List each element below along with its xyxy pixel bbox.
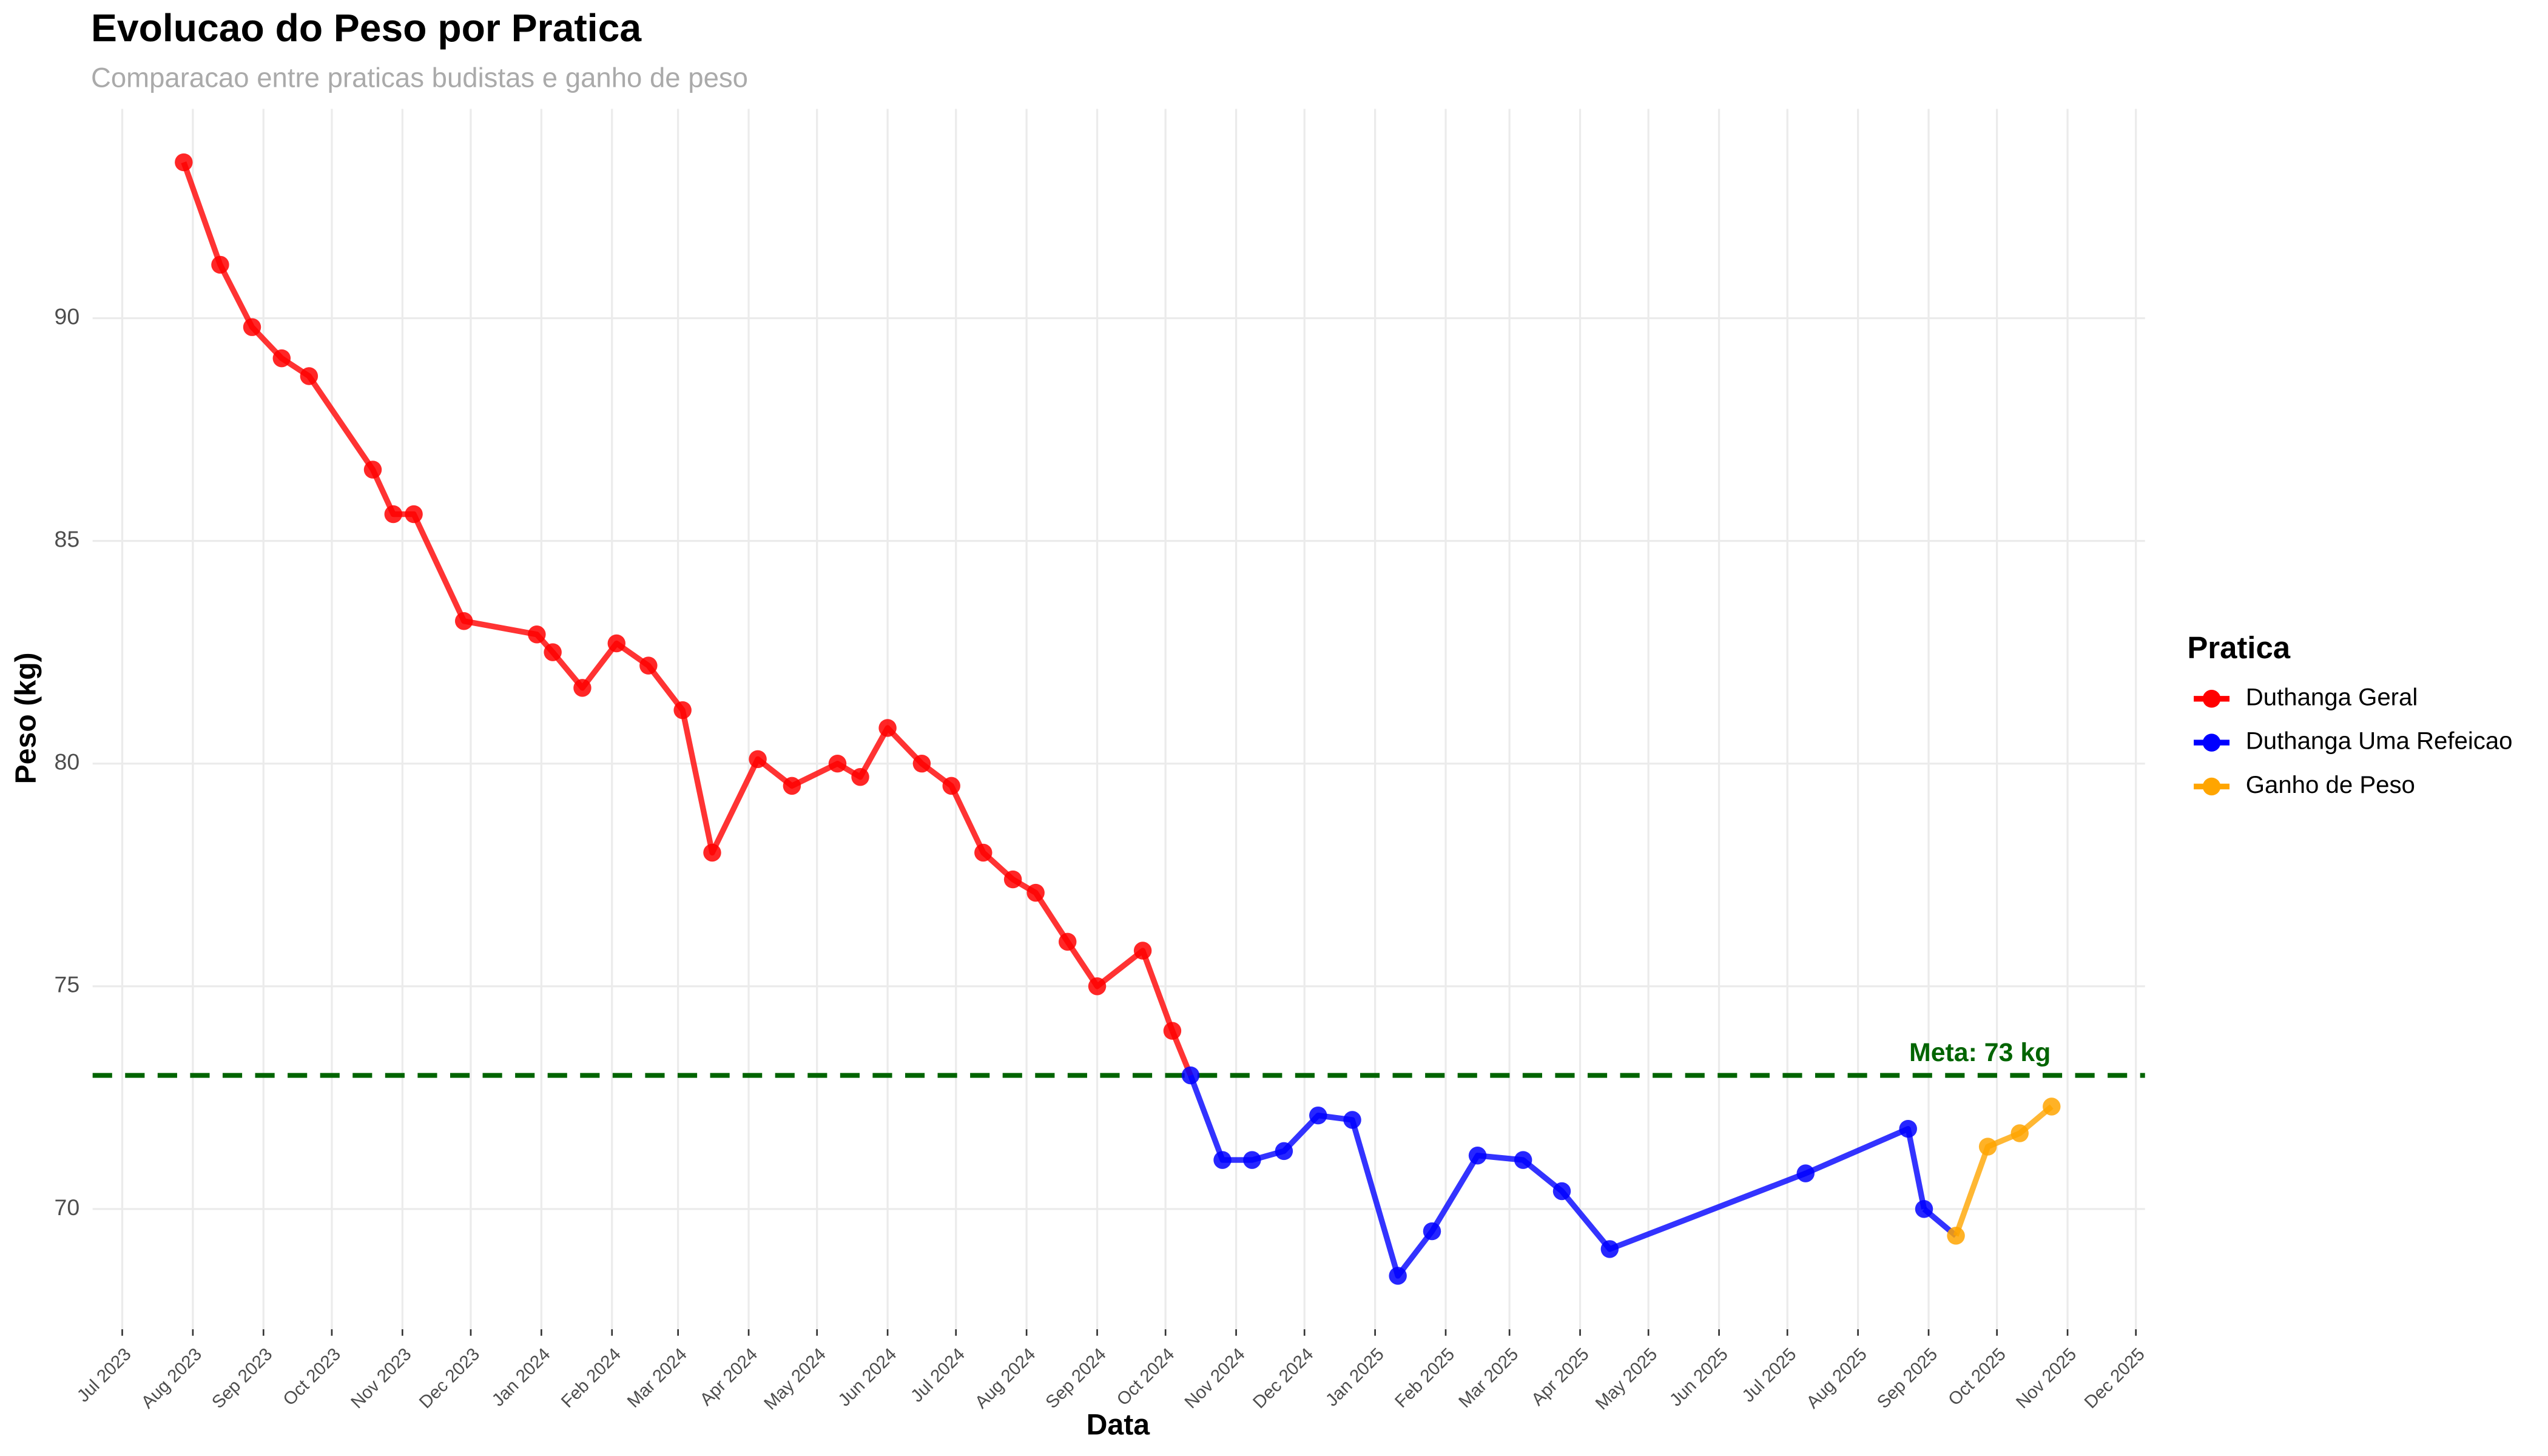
data-point xyxy=(1514,1151,1532,1169)
data-point xyxy=(1600,1240,1619,1258)
legend-marker xyxy=(2202,777,2221,796)
x-axis-label: Data xyxy=(1087,1409,1151,1441)
data-point xyxy=(405,505,423,524)
legend-label: Ganho de Peso xyxy=(2246,771,2415,798)
legend-title: Pratica xyxy=(2187,630,2290,665)
data-point xyxy=(1163,1022,1182,1040)
data-point xyxy=(912,754,931,773)
data-point xyxy=(851,767,869,786)
y-tick-label: 70 xyxy=(55,1195,80,1220)
data-point xyxy=(1058,932,1077,951)
data-point xyxy=(1133,942,1152,960)
data-point xyxy=(783,777,801,795)
legend-marker xyxy=(2202,733,2221,752)
data-point xyxy=(1213,1151,1232,1169)
data-point xyxy=(1915,1200,1933,1218)
y-axis-label: Peso (kg) xyxy=(9,652,42,784)
data-point xyxy=(544,643,562,661)
y-tick-label: 85 xyxy=(55,527,80,552)
data-point xyxy=(673,701,692,720)
chart-subtitle: Comparacao entre praticas budistas e gan… xyxy=(91,62,748,93)
data-point xyxy=(1243,1151,1261,1169)
legend-label: Duthanga Uma Refeicao xyxy=(2246,727,2513,755)
data-point xyxy=(1423,1222,1441,1241)
data-point xyxy=(1181,1066,1200,1085)
data-point xyxy=(1899,1119,1917,1138)
data-point xyxy=(1003,870,1022,889)
data-point xyxy=(749,750,767,769)
data-point xyxy=(272,349,291,368)
data-point xyxy=(878,719,897,737)
data-point xyxy=(974,843,993,862)
data-point xyxy=(1552,1182,1571,1201)
legend-marker xyxy=(2202,690,2221,708)
data-point xyxy=(1088,977,1107,996)
data-point xyxy=(528,625,546,644)
data-point xyxy=(2043,1097,2061,1116)
data-point xyxy=(175,153,193,172)
data-point xyxy=(639,656,658,675)
data-point xyxy=(1309,1106,1327,1125)
data-point xyxy=(1343,1111,1361,1129)
data-point xyxy=(607,634,626,653)
data-point xyxy=(1978,1138,1997,1156)
data-point xyxy=(300,367,318,385)
data-point xyxy=(1275,1142,1293,1161)
data-point xyxy=(573,679,592,697)
data-point xyxy=(211,255,229,274)
series-line xyxy=(1953,1104,2054,1237)
data-point xyxy=(2010,1124,2029,1142)
y-tick-label: 75 xyxy=(55,972,80,997)
data-point xyxy=(243,318,261,336)
reference-label: Meta: 73 kg xyxy=(1909,1038,2051,1067)
data-point xyxy=(1389,1267,1407,1285)
legend-label: Duthanga Geral xyxy=(2246,683,2418,710)
y-tick-label: 80 xyxy=(55,749,80,775)
data-point xyxy=(1947,1227,1965,1245)
data-point xyxy=(1468,1147,1487,1165)
chart-title: Evolucao do Peso por Pratica xyxy=(91,6,642,50)
data-point xyxy=(828,754,847,773)
data-point xyxy=(1796,1164,1815,1182)
data-point xyxy=(1026,883,1045,902)
data-point xyxy=(363,460,382,479)
y-tick-label: 90 xyxy=(55,303,80,329)
data-point xyxy=(384,505,403,524)
data-point xyxy=(703,843,721,862)
data-point xyxy=(942,777,960,795)
data-point xyxy=(454,612,473,630)
